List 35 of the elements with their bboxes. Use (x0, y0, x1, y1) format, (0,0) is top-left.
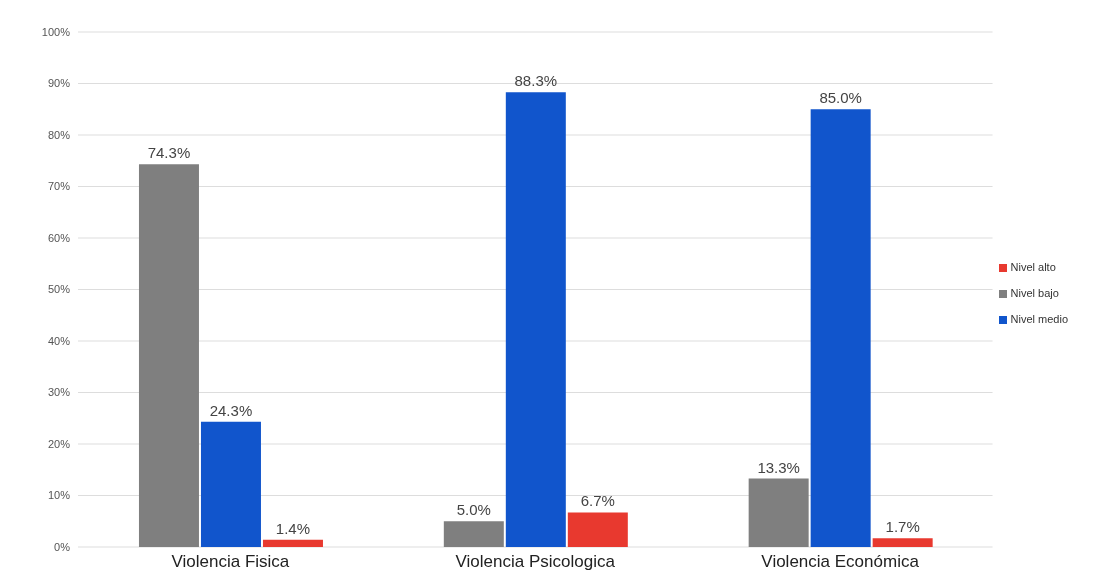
y-tick-label: 90% (47, 77, 71, 90)
bar (505, 92, 566, 547)
data-label: 1.7% (885, 518, 920, 536)
y-tick-label: 0% (54, 540, 71, 553)
data-label: 24.3% (209, 401, 253, 419)
y-tick-label: 10% (47, 489, 71, 502)
bar (810, 109, 871, 547)
data-label: 1.4% (275, 519, 311, 537)
y-tick-label: 40% (47, 334, 71, 347)
data-label: 6.7% (580, 492, 615, 510)
y-tick-label: 50% (47, 283, 71, 296)
y-tick-label: 80% (47, 128, 71, 141)
legend-label: Nivel bajo (1010, 286, 1059, 299)
data-label: 88.3% (514, 72, 558, 90)
bar (872, 538, 933, 547)
bar (138, 164, 199, 547)
y-tick-label: 30% (47, 386, 71, 399)
y-tick-label: 20% (47, 437, 71, 450)
legend-label: Nivel alto (1010, 260, 1056, 273)
data-label: 5.0% (456, 501, 491, 519)
bar (443, 521, 504, 547)
bar (748, 478, 809, 547)
y-tick-label: 100% (41, 25, 71, 38)
bar (200, 421, 261, 547)
legend-label: Nivel medio (1010, 312, 1068, 325)
data-label: 13.3% (757, 458, 800, 476)
data-label: 85.0% (819, 89, 862, 107)
data-label: 74.3% (147, 144, 191, 162)
x-tick-label: Violencia Económica (761, 552, 920, 572)
x-tick-label: Violencia Psicologica (455, 552, 616, 572)
y-tick-label: 70% (47, 180, 71, 193)
bar (567, 512, 628, 547)
bar (262, 539, 323, 547)
y-tick-label: 60% (47, 231, 71, 244)
x-tick-label: Violencia Fisica (171, 552, 290, 572)
